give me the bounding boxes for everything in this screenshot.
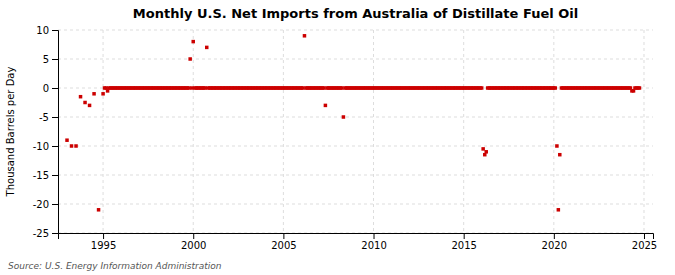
tick-label: -25	[33, 228, 49, 239]
axis-line	[59, 234, 654, 240]
tick-label: 2005	[271, 240, 296, 251]
tick: 2010	[361, 233, 386, 251]
square-marker	[554, 86, 558, 90]
grid-line	[58, 59, 653, 60]
tick-mark	[52, 59, 58, 60]
grid-line	[103, 30, 104, 233]
tick-label: 2025	[632, 240, 657, 251]
square-marker	[557, 208, 561, 212]
tick-mark	[52, 88, 58, 89]
tick-label: -15	[33, 170, 49, 181]
square-marker	[324, 104, 328, 108]
tick: -10	[33, 141, 58, 152]
tick-mark	[52, 117, 58, 118]
tick-label: 0	[43, 83, 49, 94]
square-marker	[187, 86, 191, 90]
grid-line	[58, 175, 653, 176]
tick-mark	[193, 233, 194, 239]
chart: 1995 2000 2005 2010 2015 2020 2025 -25 -20 -15 -10…	[0, 0, 675, 275]
square-marker	[191, 40, 195, 44]
tick-mark	[554, 233, 555, 239]
square-marker	[79, 95, 83, 99]
square-marker	[70, 144, 74, 148]
tick-mark	[52, 233, 58, 234]
tick: 0	[43, 83, 58, 94]
grid-line	[283, 30, 284, 233]
tick: -20	[33, 199, 58, 210]
tick: 5	[43, 54, 58, 65]
tick: -5	[39, 112, 58, 123]
grid-line	[373, 30, 374, 233]
tick-label: -20	[33, 199, 49, 210]
tick-label: 2000	[181, 240, 206, 251]
grid-line	[463, 30, 464, 233]
square-marker	[188, 57, 192, 61]
grid-line	[553, 30, 554, 233]
plot-area: 1995 2000 2005 2010 2015 2020 2025 -25 -20 -15 -10…	[33, 25, 658, 251]
square-marker	[65, 138, 69, 142]
tick: 2000	[181, 233, 206, 251]
y-axis-label: Thousand Barrels per Day	[5, 67, 16, 198]
tick-mark	[52, 175, 58, 176]
x-axis: 1995 2000 2005 2010 2015 2020 2025	[59, 233, 658, 251]
square-marker	[484, 150, 488, 154]
square-marker	[480, 86, 484, 90]
tick-mark	[52, 146, 58, 147]
square-marker	[92, 92, 96, 96]
tick: -15	[33, 170, 58, 181]
tick-mark	[644, 233, 645, 239]
grid-line	[58, 204, 653, 205]
tick-label: 10	[36, 25, 49, 36]
points	[65, 34, 641, 212]
tick-mark	[52, 204, 58, 205]
tick: 2025	[632, 233, 657, 251]
tick-mark	[374, 233, 375, 239]
square-marker	[74, 144, 78, 148]
square-marker	[558, 153, 562, 157]
square-marker	[205, 46, 209, 50]
tick-label: 2015	[451, 240, 476, 251]
tick: 10	[36, 25, 58, 36]
square-marker	[97, 208, 101, 212]
grid-line	[193, 30, 194, 233]
tick-mark	[283, 233, 284, 239]
tick-label: 1995	[91, 240, 116, 251]
square-marker	[638, 86, 642, 90]
tick-label: 5	[43, 54, 49, 65]
square-marker	[340, 86, 344, 90]
title: Monthly U.S. Net Imports from Australia …	[133, 6, 578, 21]
tick-label: 2020	[542, 240, 567, 251]
square-marker	[303, 34, 307, 38]
tick-mark	[52, 30, 58, 31]
tick: 1995	[91, 233, 116, 251]
tick-label: -10	[33, 141, 49, 152]
y-axis: -25 -20 -15 -10 -5 0 5 10	[33, 25, 59, 239]
source: Source: U.S. Energy Information Administ…	[8, 261, 222, 271]
square-marker	[555, 144, 559, 148]
axis-line	[52, 31, 59, 234]
tick: -25	[33, 228, 58, 239]
tick: 2020	[542, 233, 567, 251]
grid	[58, 30, 653, 233]
tick-mark	[464, 233, 465, 239]
tick-mark	[103, 233, 104, 239]
tick: 2005	[271, 233, 296, 251]
square-marker	[342, 115, 346, 119]
tick-label: -5	[39, 112, 49, 123]
tick: 2015	[451, 233, 476, 251]
grid-line	[58, 117, 653, 118]
tick-label: 2010	[361, 240, 386, 251]
square-marker	[301, 86, 305, 90]
grid-line	[58, 146, 653, 147]
grid-line	[643, 30, 644, 233]
square-marker	[88, 104, 92, 108]
square-marker	[101, 92, 105, 96]
square-marker	[481, 147, 485, 151]
grid-line	[58, 30, 653, 31]
square-marker	[322, 86, 326, 90]
square-marker	[83, 101, 87, 105]
